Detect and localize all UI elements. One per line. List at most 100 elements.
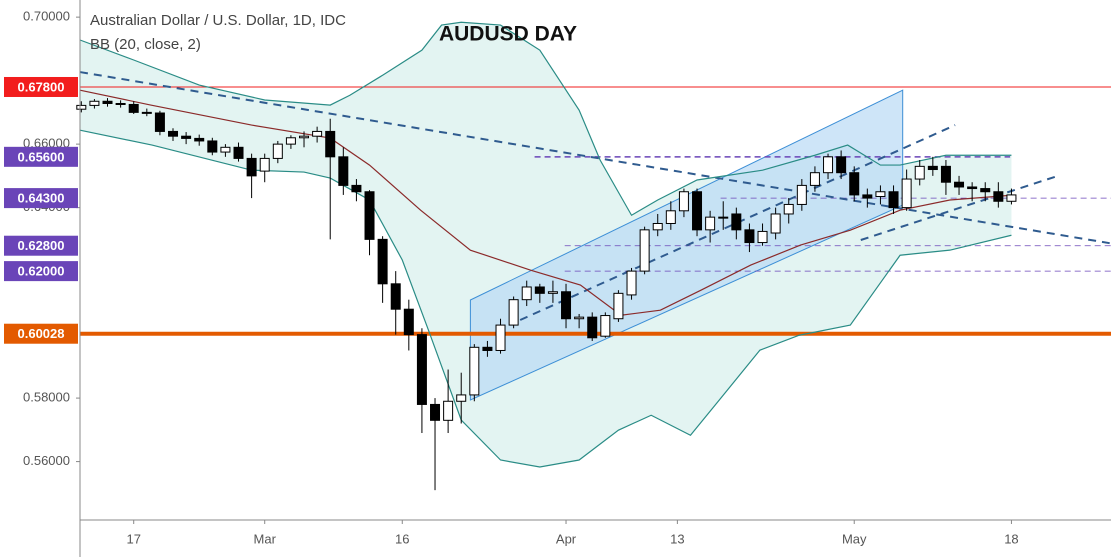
x-tick-label: Apr bbox=[556, 531, 577, 546]
candle-body bbox=[233, 146, 244, 159]
candle-body bbox=[901, 178, 912, 209]
candle-body bbox=[547, 291, 558, 294]
candle-body bbox=[652, 222, 663, 231]
level-label: 0.65600 bbox=[18, 149, 65, 164]
chart-title: AUDUSD DAY bbox=[439, 23, 577, 46]
candle-body bbox=[325, 130, 336, 158]
candle-body bbox=[626, 270, 637, 296]
indicator-header: BB (20, close, 2) bbox=[90, 36, 201, 53]
candle-body bbox=[285, 137, 296, 145]
level-label-box bbox=[4, 76, 78, 97]
candle-body bbox=[272, 143, 283, 159]
level-label: 0.62800 bbox=[18, 238, 65, 253]
candle-body bbox=[377, 238, 388, 285]
candle-body bbox=[665, 210, 676, 224]
candle-body bbox=[443, 400, 454, 421]
candle-body bbox=[613, 292, 624, 320]
candle-body bbox=[482, 346, 493, 351]
y-tick-label: 0.70000 bbox=[23, 9, 70, 24]
level-label: 0.60028 bbox=[18, 326, 65, 341]
candle-body bbox=[587, 316, 598, 339]
x-tick-label: Mar bbox=[254, 531, 277, 546]
candle-body bbox=[836, 156, 847, 174]
candle-body bbox=[888, 191, 899, 209]
candle-body bbox=[875, 191, 886, 198]
candle-body bbox=[783, 203, 794, 215]
candle-body bbox=[770, 213, 781, 234]
candle-body bbox=[796, 184, 807, 205]
candle-body bbox=[705, 216, 716, 231]
candle-body bbox=[168, 130, 179, 137]
candle-body bbox=[692, 191, 703, 231]
candle-body bbox=[809, 172, 820, 186]
trendline bbox=[860, 174, 1061, 241]
candle-body bbox=[757, 230, 768, 244]
candle-body bbox=[561, 291, 572, 320]
candle-body bbox=[993, 191, 1004, 202]
candle-body bbox=[390, 283, 401, 310]
x-tick-label: 16 bbox=[395, 531, 409, 546]
candle-body bbox=[731, 213, 742, 231]
candle-body bbox=[823, 156, 834, 174]
candle-body bbox=[954, 181, 965, 188]
x-tick-label: May bbox=[842, 531, 867, 546]
candle-body bbox=[181, 135, 192, 139]
candle-body bbox=[1006, 194, 1017, 202]
trendline bbox=[79, 71, 1110, 245]
y-tick-label: 0.58000 bbox=[23, 390, 70, 405]
candle-body bbox=[574, 316, 585, 320]
candle-body bbox=[312, 130, 323, 137]
candle-body bbox=[534, 286, 545, 294]
candle-body bbox=[456, 394, 467, 402]
candle-body bbox=[141, 111, 152, 114]
candle-body bbox=[364, 191, 375, 240]
candle-body bbox=[207, 140, 218, 153]
candle-body bbox=[718, 216, 729, 219]
candle-body bbox=[154, 112, 165, 132]
candle-body bbox=[220, 146, 231, 153]
level-label: 0.67800 bbox=[18, 79, 65, 94]
x-tick-label: 13 bbox=[670, 531, 684, 546]
candle-body bbox=[430, 403, 441, 421]
level-label: 0.64300 bbox=[18, 191, 65, 206]
level-label-box bbox=[4, 188, 78, 209]
candle-body bbox=[914, 165, 925, 180]
candle-body bbox=[600, 315, 611, 337]
candle-body bbox=[967, 186, 978, 190]
candle-body bbox=[416, 334, 427, 405]
level-label-box bbox=[4, 146, 78, 167]
candle-body bbox=[246, 157, 257, 177]
level-label: 0.62000 bbox=[18, 264, 65, 279]
symbol-header: Australian Dollar / U.S. Dollar, 1D, IDC bbox=[90, 12, 346, 29]
bollinger-upper bbox=[79, 21, 1012, 217]
x-tick-label: 18 bbox=[1004, 531, 1018, 546]
candle-body bbox=[508, 299, 519, 326]
candle-body bbox=[927, 165, 938, 171]
candle-body bbox=[639, 229, 650, 272]
candle-body bbox=[89, 100, 100, 106]
candle-body bbox=[299, 135, 310, 139]
candle-body bbox=[980, 188, 991, 193]
candle-body bbox=[849, 172, 860, 196]
candle-body bbox=[259, 157, 270, 172]
candle-body bbox=[678, 191, 689, 212]
candle-body bbox=[469, 346, 480, 396]
candle-body bbox=[351, 184, 362, 193]
candle-body bbox=[940, 165, 951, 183]
y-tick-label: 0.56000 bbox=[23, 453, 70, 468]
y-tick-label: 0.66000 bbox=[23, 136, 70, 151]
candle-body bbox=[102, 100, 113, 104]
candle-body bbox=[521, 286, 532, 301]
candle-body bbox=[194, 137, 205, 142]
labels: 0.700000.660000.640000.580000.5600017Mar… bbox=[4, 9, 1019, 546]
x-tick-label: 17 bbox=[126, 531, 140, 546]
candle-body bbox=[862, 194, 873, 199]
plot-area bbox=[76, 21, 1111, 491]
level-label-box bbox=[4, 235, 78, 256]
level-label-box bbox=[4, 261, 78, 282]
candle-body bbox=[128, 103, 139, 113]
candle-body bbox=[495, 324, 506, 351]
candle-body bbox=[115, 102, 126, 105]
candle-body bbox=[403, 308, 414, 336]
